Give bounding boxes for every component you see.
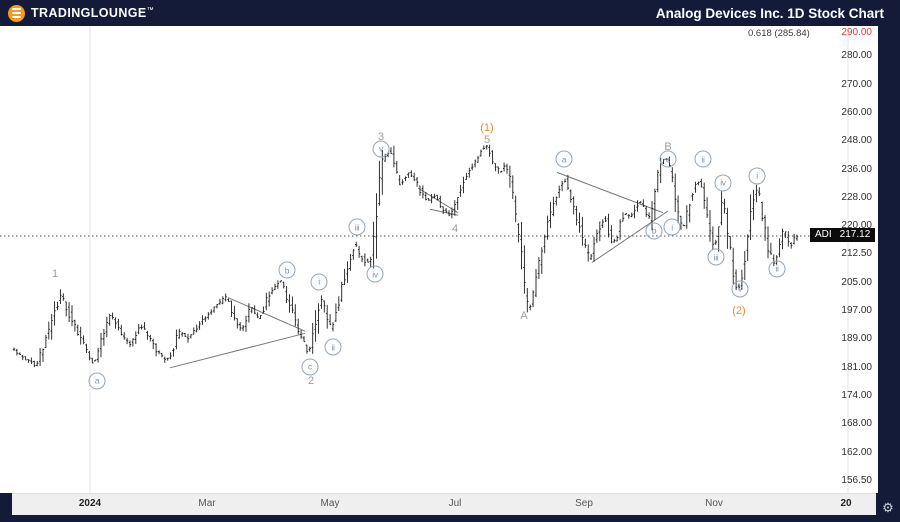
wave-label[interactable]: i (310, 273, 328, 291)
brand-name: TRADINGLOUNGE™ (31, 6, 154, 20)
trendline[interactable] (556, 171, 664, 214)
price-tick-label: 181.00 (841, 361, 872, 373)
header-bar: TRADINGLOUNGE™ Analog Devices Inc. 1D St… (0, 0, 900, 26)
wave-label[interactable]: i (748, 167, 766, 185)
wave-label[interactable]: iii (707, 248, 725, 266)
time-tick-label: Sep (575, 498, 593, 509)
trendline[interactable] (417, 187, 459, 214)
trendline[interactable] (429, 208, 459, 216)
right-frame (878, 0, 900, 522)
time-tick-label: 20 (840, 498, 852, 509)
time-tick-label: 2024 (78, 498, 102, 509)
wave-label[interactable]: c (301, 358, 319, 376)
last-price-badge: ADI 217.12 (810, 227, 876, 242)
symbol-label: ADI (815, 228, 832, 240)
wave-label[interactable]: ii (768, 260, 786, 277)
price-tick-label: 248.00 (841, 135, 872, 147)
settings-gear-button[interactable]: ⚙ (876, 493, 900, 522)
brand-logo[interactable]: TRADINGLOUNGE™ (0, 4, 154, 22)
time-axis[interactable]: 2024 Mar May Jul Sep Nov 20 (0, 493, 878, 515)
price-tick-label: 205.00 (841, 276, 872, 288)
bottom-left-corner (0, 493, 12, 522)
price-bars (12, 144, 799, 368)
fib-level-label: 0.618 (285.84) (748, 28, 810, 39)
wave-label[interactable]: iii (348, 218, 366, 236)
wave-label[interactable]: a (88, 372, 106, 390)
bottom-frame (0, 515, 900, 522)
wave-label[interactable]: 4 (451, 222, 459, 235)
wave-label[interactable]: B (664, 141, 672, 154)
wave-label[interactable]: i (663, 218, 681, 236)
trendline[interactable] (227, 297, 306, 332)
wave-label[interactable]: (1) (480, 122, 494, 135)
time-tick-label: Mar (198, 498, 216, 509)
price-tick-label: 260.00 (841, 106, 872, 118)
tradinglounge-logo-icon (8, 4, 25, 22)
gear-icon: ⚙ (882, 500, 894, 515)
wave-label[interactable]: a (555, 150, 573, 168)
wave-label[interactable]: 2 (307, 374, 315, 387)
price-tick-label: 280.00 (841, 50, 872, 62)
wave-label[interactable]: c (659, 150, 677, 168)
time-tick-label: Jul (448, 498, 462, 509)
wave-label[interactable]: 3 (377, 130, 385, 143)
wave-label[interactable]: 5 (483, 134, 491, 147)
wave-label[interactable]: iv (366, 265, 384, 283)
price-tick-label: 168.00 (841, 418, 872, 430)
price-tick-label: 220.00 (841, 220, 872, 232)
price-tick-label: 197.00 (841, 305, 872, 316)
price-tick-label: 174.00 (841, 389, 872, 401)
time-tick-label: May (320, 498, 340, 509)
brand-text: TRADINGLOUNGE (31, 6, 147, 20)
price-chart-canvas[interactable] (0, 26, 878, 493)
wave-label[interactable]: ii (324, 338, 342, 356)
price-axis[interactable]: 290.00 280.00 270.00 260.00 248.00 236.00 228.… (834, 26, 876, 493)
price-tick-label: 290.00 (841, 27, 872, 38)
trademark-symbol: ™ (146, 6, 155, 14)
wave-label[interactable]: (2) (732, 304, 746, 317)
last-price-value: 217.12 (839, 228, 871, 240)
wave-label[interactable]: iv (714, 174, 732, 192)
price-tick-label: 236.00 (841, 163, 872, 175)
wave-label[interactable]: ii (694, 150, 712, 168)
price-tick-label: 162.00 (841, 446, 872, 458)
time-tick-label: Nov (705, 498, 723, 509)
wave-label[interactable]: A (520, 310, 528, 322)
price-tick-label: 228.00 (841, 191, 872, 203)
wave-label[interactable]: b (278, 261, 296, 279)
price-tick-label: 189.00 (841, 333, 872, 345)
wave-label[interactable]: 1 (51, 268, 59, 281)
wave-label[interactable]: v (372, 140, 390, 157)
chart-title: Analog Devices Inc. 1D Stock Chart (655, 5, 884, 21)
price-tick-label: 212.50 (841, 248, 872, 260)
trendline[interactable] (169, 332, 306, 369)
price-tick-label: 156.50 (841, 474, 872, 486)
price-tick-label: 270.00 (841, 78, 872, 90)
wave-label[interactable]: b (645, 222, 663, 240)
wave-label[interactable]: v (731, 280, 749, 298)
